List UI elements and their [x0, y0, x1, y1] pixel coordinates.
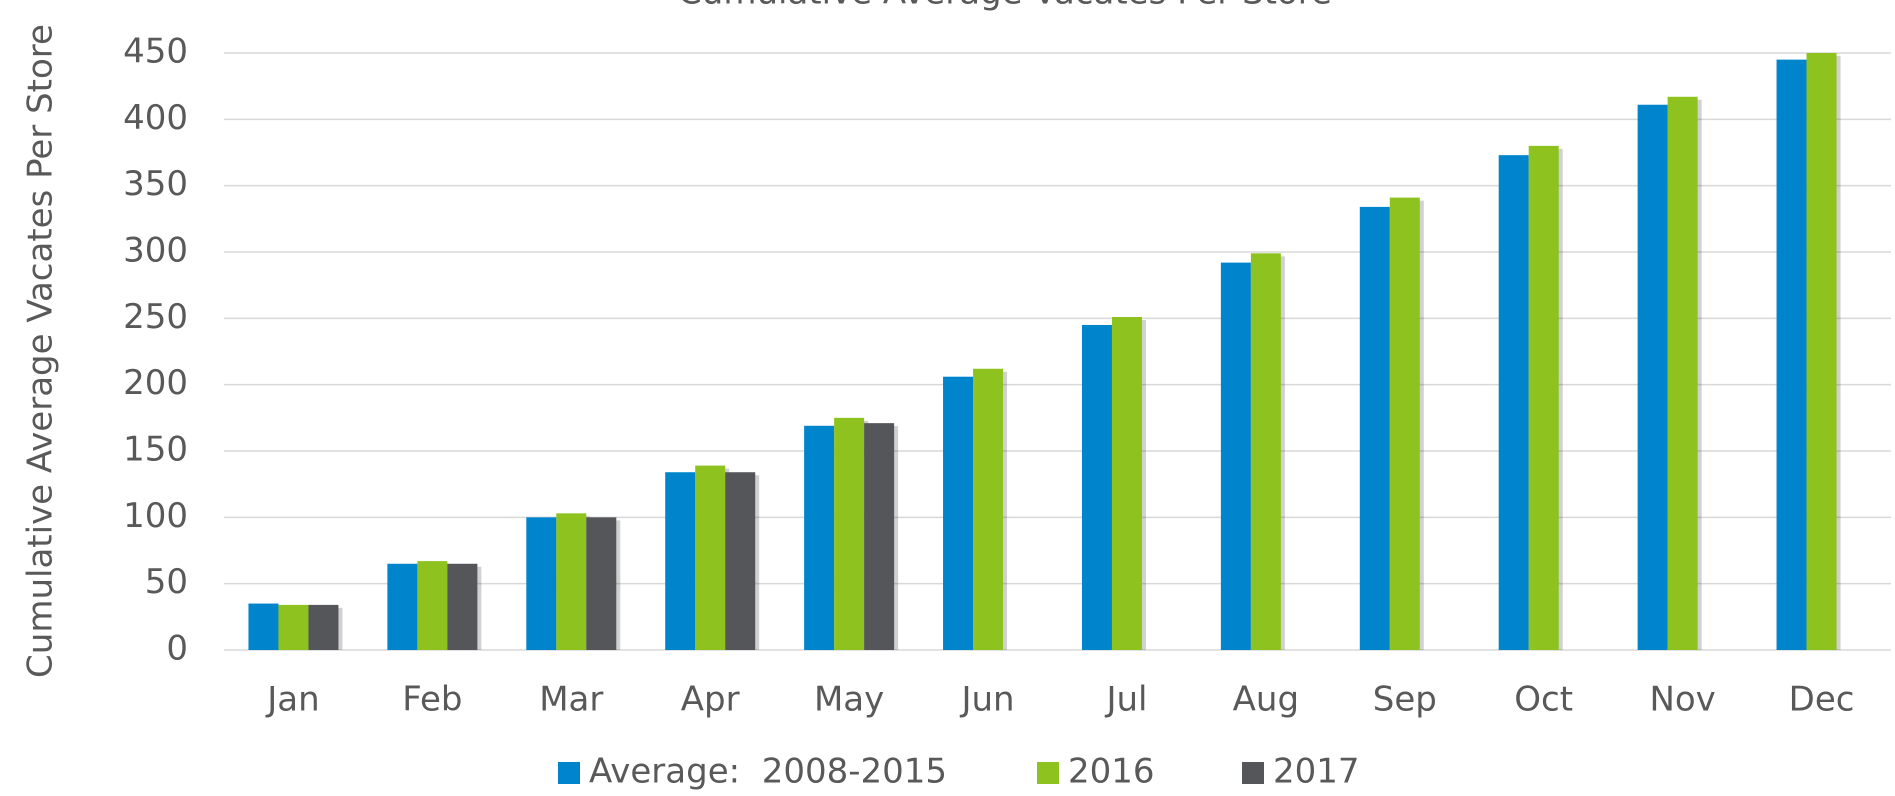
- y-tick-label: 350: [123, 164, 188, 204]
- legend-label: 2016: [1068, 752, 1155, 792]
- bar: [804, 425, 835, 650]
- bar: [1528, 145, 1559, 650]
- x-tick-label: Feb: [402, 680, 462, 720]
- bar: [665, 472, 696, 650]
- bar: [387, 563, 418, 650]
- bar: [1081, 324, 1112, 650]
- bar: [447, 563, 478, 650]
- bar: [586, 517, 617, 650]
- x-tick-label: Jan: [265, 680, 319, 720]
- bar: [864, 423, 895, 650]
- x-tick-label: Sep: [1373, 680, 1437, 720]
- x-tick-label: Jul: [1104, 680, 1147, 720]
- x-tick-label: Dec: [1789, 680, 1855, 720]
- legend-label: Average: 2008-2015: [589, 752, 947, 792]
- y-tick-label: 200: [123, 363, 188, 403]
- x-tick-label: Mar: [539, 680, 603, 720]
- legend-swatch: [558, 762, 580, 784]
- x-tick-label: Jun: [959, 680, 1014, 720]
- x-tick-label: Nov: [1649, 680, 1715, 720]
- y-tick-label: 450: [123, 32, 188, 72]
- x-tick-label: Apr: [681, 680, 740, 720]
- bar: [1776, 59, 1807, 650]
- y-tick-label: 250: [123, 297, 188, 337]
- bar: [1637, 104, 1668, 651]
- bar: [417, 561, 448, 650]
- bar: [556, 513, 587, 650]
- bar: [1806, 53, 1837, 650]
- bar: [278, 604, 309, 650]
- bar: [1250, 253, 1281, 650]
- y-tick-label: 100: [123, 496, 188, 536]
- x-tick-label: Oct: [1514, 680, 1573, 720]
- legend-swatch: [1242, 762, 1264, 784]
- legend-label: 2017: [1273, 752, 1360, 792]
- bar: [1111, 317, 1142, 650]
- y-tick-label: 0: [166, 629, 188, 669]
- y-tick-label: 50: [145, 562, 188, 602]
- bar: [943, 376, 974, 650]
- chart-title: Cumulative Average Vacates Per Store: [678, 0, 1332, 13]
- bar: [1220, 262, 1251, 650]
- bar: [1389, 197, 1420, 650]
- y-tick-label: 150: [123, 430, 188, 470]
- bar: [834, 417, 865, 650]
- bar: [1359, 206, 1390, 651]
- bar: [725, 472, 756, 650]
- legend-swatch: [1037, 762, 1059, 784]
- y-tick-label: 300: [123, 231, 188, 271]
- bar: [1667, 96, 1698, 650]
- y-tick-label: 400: [123, 98, 188, 138]
- bar: [1498, 155, 1529, 651]
- bar: [695, 465, 726, 650]
- y-axis-label: Cumulative Average Vacates Per Store: [21, 24, 61, 678]
- x-tick-label: Aug: [1233, 680, 1299, 720]
- bar: [973, 368, 1004, 650]
- bar: [526, 517, 557, 650]
- bar: [308, 604, 339, 650]
- x-tick-label: May: [814, 680, 884, 720]
- bar: [248, 603, 279, 650]
